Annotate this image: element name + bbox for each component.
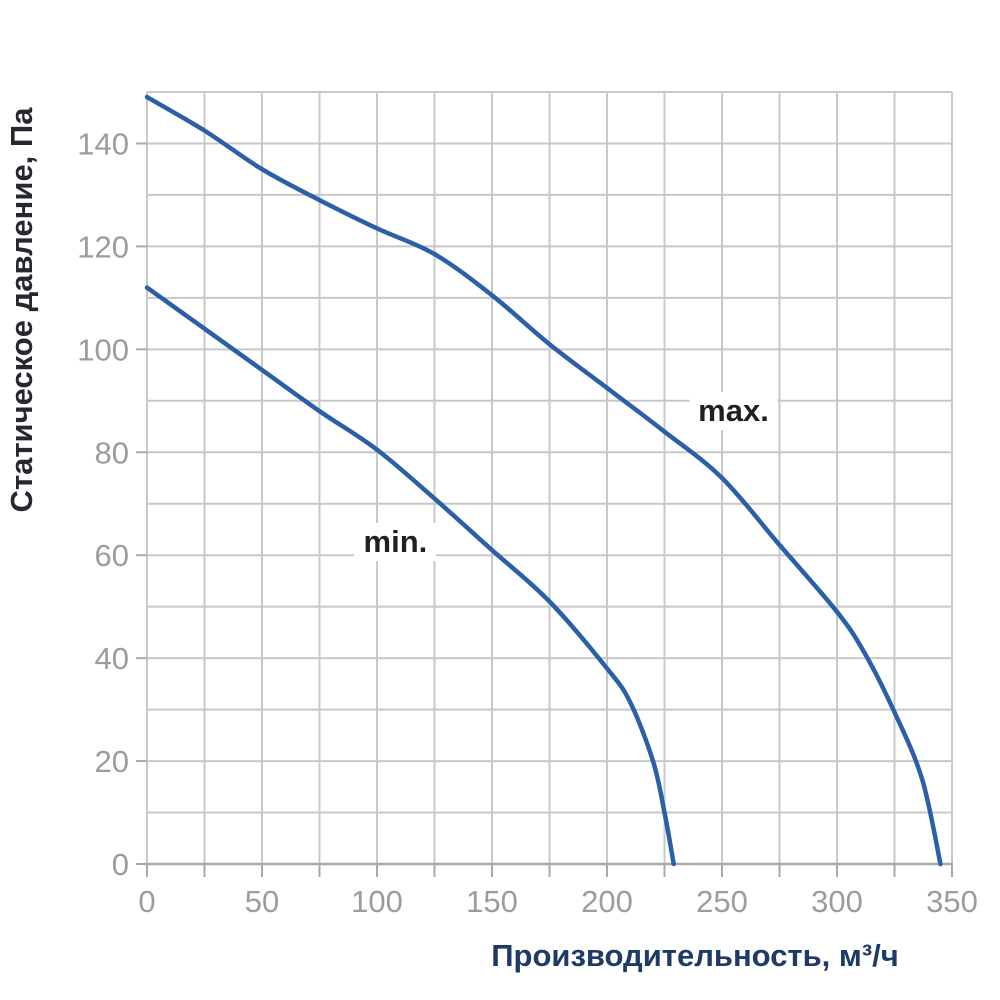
x-tick-label: 150 <box>466 884 518 919</box>
x-tick-label: 250 <box>696 884 748 919</box>
x-tick-label: 50 <box>245 884 279 919</box>
y-tick-label: 20 <box>95 744 129 779</box>
curve-min <box>144 285 676 867</box>
x-tick-label: 350 <box>926 884 978 919</box>
x-tick-label: 300 <box>811 884 863 919</box>
y-tick-label: 80 <box>95 435 129 470</box>
x-tick-label: 200 <box>581 884 633 919</box>
y-axis-title: Статическое давление, Па <box>4 107 39 513</box>
x-axis-title: Производительность, м³/ч <box>491 938 899 973</box>
y-tick-label: 120 <box>77 229 129 264</box>
x-tick-label: 100 <box>351 884 403 919</box>
y-tick-label: 0 <box>112 847 129 882</box>
x-tick-label: 0 <box>138 884 155 919</box>
y-tick-label: 100 <box>77 332 129 367</box>
curve-max <box>144 94 943 867</box>
curve-label-max: max. <box>689 392 778 431</box>
y-tick-label: 140 <box>77 126 129 161</box>
curve-label-min: min. <box>354 523 437 562</box>
y-tick-label: 60 <box>95 538 129 573</box>
y-tick-label: 40 <box>95 641 129 676</box>
